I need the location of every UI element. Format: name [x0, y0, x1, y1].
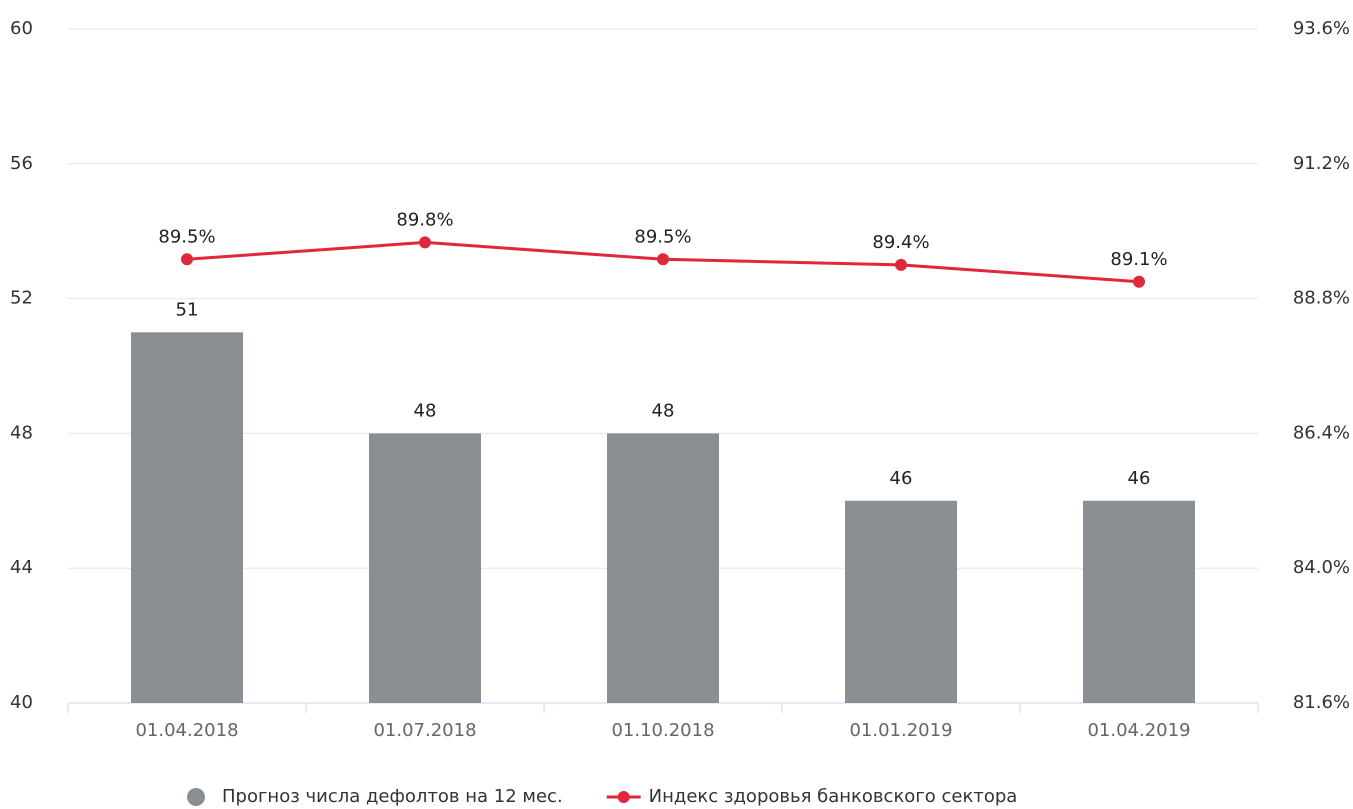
bar: [1083, 500, 1195, 703]
bar-label: 48: [414, 400, 437, 421]
y2-tick-label: 91.2%: [1293, 153, 1350, 174]
y2-tick-label: 93.6%: [1293, 18, 1350, 39]
bar: [607, 433, 719, 703]
legend-symbol: [187, 788, 205, 806]
point-label: 89.5%: [634, 226, 691, 247]
y-tick-label: 44: [10, 557, 33, 578]
bar: [131, 332, 243, 703]
y2-tick-label: 86.4%: [1293, 422, 1350, 443]
y-tick-label: 40: [10, 692, 33, 713]
bar: [845, 500, 957, 703]
bar: [369, 433, 481, 703]
point-label: 89.5%: [158, 226, 215, 247]
point-label: 89.8%: [396, 209, 453, 230]
point: [895, 258, 907, 271]
bar-label: 46: [1128, 468, 1151, 489]
bar-label: 51: [176, 299, 199, 320]
bar-label: 46: [890, 468, 913, 489]
point: [1133, 275, 1145, 288]
x-tick-label: 01.01.2019: [849, 720, 952, 741]
x-tick-label: 01.10.2018: [611, 720, 714, 741]
y-tick-label: 48: [10, 422, 33, 443]
y-tick-label: 52: [10, 288, 33, 309]
bar-label: 48: [652, 400, 675, 421]
x-tick-label: 01.04.2018: [135, 720, 238, 741]
point: [419, 236, 431, 249]
legend-label: Индекс здоровья банковского сектора: [649, 786, 1018, 807]
y2-tick-label: 88.8%: [1293, 288, 1350, 309]
legend-symbol: [617, 791, 630, 803]
y-tick-label: 56: [10, 153, 33, 174]
legend-label: Прогноз числа дефолтов на 12 мес.: [222, 786, 563, 807]
x-tick-label: 01.04.2019: [1087, 720, 1190, 741]
x-tick-label: 01.07.2018: [373, 720, 476, 741]
y2-tick-label: 81.6%: [1293, 692, 1350, 713]
point: [657, 253, 669, 266]
point-label: 89.1%: [1110, 249, 1167, 270]
y2-tick-label: 84.0%: [1293, 557, 1350, 578]
y-tick-label: 60: [10, 18, 33, 39]
point-label: 89.4%: [872, 232, 929, 253]
point: [181, 253, 193, 266]
